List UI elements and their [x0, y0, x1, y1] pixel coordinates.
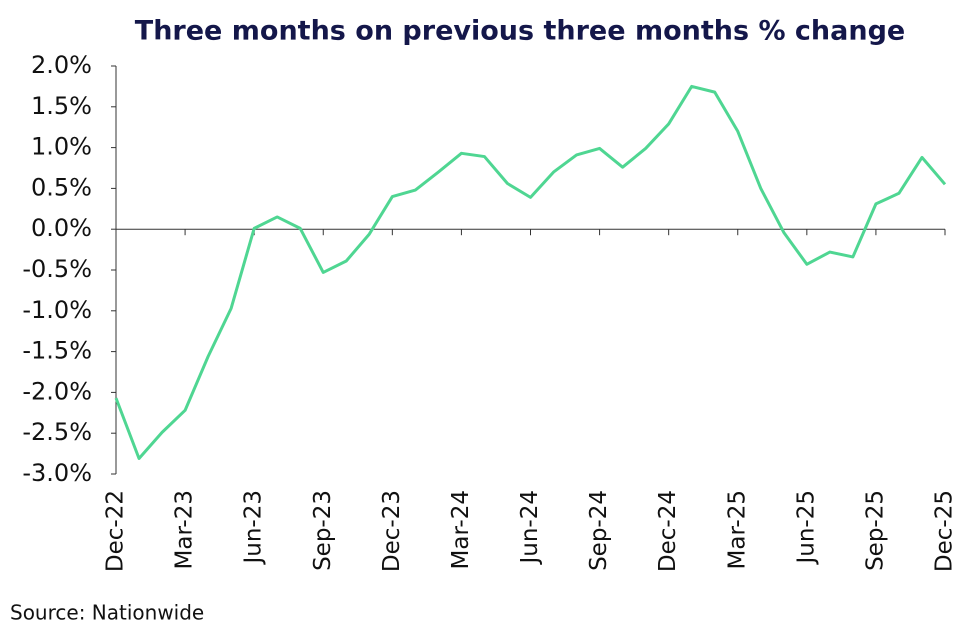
y-tick-label: -1.5%: [22, 337, 92, 365]
y-tick-label: 1.0%: [31, 133, 92, 161]
x-tick-label: Dec-23: [379, 490, 405, 572]
y-tick-label: 0.5%: [31, 173, 92, 201]
x-tick-label: Mar-25: [724, 490, 750, 570]
y-tick-label: 1.5%: [31, 92, 92, 120]
y-tick-label: 0.0%: [31, 214, 92, 242]
y-tick-label: -0.5%: [22, 255, 92, 283]
x-tick-label: Dec-25: [932, 490, 958, 572]
x-tick-label: Mar-23: [172, 490, 198, 570]
x-tick-label: Jun-23: [241, 490, 267, 566]
chart-title: Three months on previous three months % …: [135, 16, 905, 47]
x-tick-label: Dec-22: [103, 490, 129, 572]
x-tick-label: Jun-24: [517, 490, 543, 566]
y-tick-label: -1.0%: [22, 296, 92, 324]
x-tick-label: Sep-23: [310, 490, 336, 571]
y-tick-label: -2.5%: [22, 418, 92, 446]
y-tick-label: -3.0%: [22, 459, 92, 487]
x-tick-label: Dec-24: [655, 490, 681, 572]
x-tick-label: Sep-24: [586, 490, 612, 571]
x-tick-label: Sep-25: [862, 490, 888, 571]
source-note: Source: Nationwide: [10, 601, 204, 625]
y-tick-label: 2.0%: [31, 51, 92, 79]
data-line: [114, 84, 947, 460]
x-tick-label: Jun-25: [793, 490, 819, 566]
x-tick-label: Mar-24: [448, 490, 474, 570]
y-tick-label: -2.0%: [22, 377, 92, 405]
